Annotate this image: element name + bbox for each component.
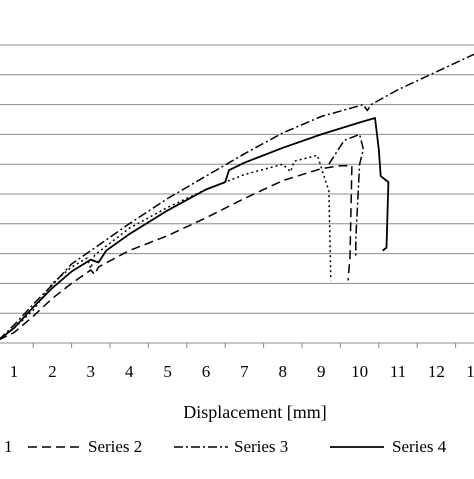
x-tick-label: 8: [279, 362, 288, 381]
x-tick-label: 10: [351, 362, 368, 381]
x-tick-label: 6: [202, 362, 211, 381]
legend: 1 Series 2 Series 3 Series 4: [4, 437, 447, 456]
x-tick-label: 3: [87, 362, 96, 381]
x-tick-labels: 12345678910111213: [10, 362, 474, 381]
series-line: [328, 133, 365, 257]
x-tick-label: 1: [10, 362, 19, 381]
x-tick-label: 7: [240, 362, 249, 381]
x-tick-label: 5: [163, 362, 172, 381]
series-line: [0, 117, 390, 341]
legend-label: Series 2: [88, 437, 142, 456]
legend-label: 1: [4, 437, 13, 456]
y-gridlines: [0, 44, 474, 314]
x-axis: [0, 342, 474, 348]
series-line: [0, 154, 332, 340]
x-axis-title: Displacement [mm]: [183, 402, 326, 422]
x-tick-label: 2: [48, 362, 57, 381]
legend-label: Series 4: [392, 437, 447, 456]
series-line: [0, 164, 353, 341]
x-tick-label: 12: [428, 362, 445, 381]
x-tick-label: 9: [317, 362, 326, 381]
series-line: [0, 53, 474, 340]
legend-label: Series 3: [234, 437, 288, 456]
x-tick-label: 11: [390, 362, 406, 381]
x-tick-label: 13: [466, 362, 474, 381]
x-tick-label: 4: [125, 362, 134, 381]
series-lines: [0, 53, 474, 341]
